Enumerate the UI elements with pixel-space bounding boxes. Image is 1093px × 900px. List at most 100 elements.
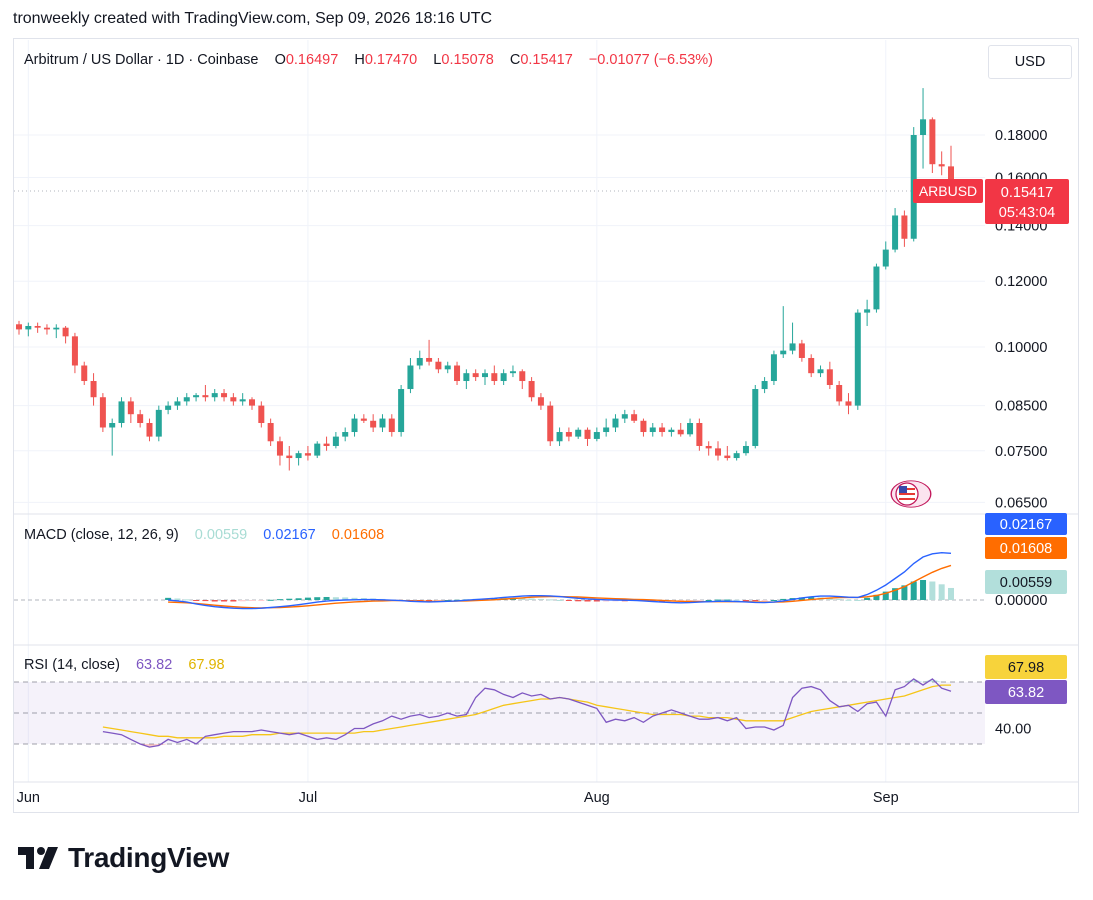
- high-label: H: [354, 52, 365, 68]
- candle-body: [211, 393, 218, 398]
- macd-histogram-bar: [920, 580, 927, 600]
- macd-histogram-bar: [323, 596, 330, 600]
- candle-body: [892, 215, 899, 250]
- candle-body: [454, 365, 461, 382]
- candle-body: [547, 405, 554, 442]
- macd-histogram-bar: [239, 600, 246, 602]
- candle-body: [696, 423, 703, 446]
- symbol-name[interactable]: Arbitrum / US Dollar · 1D · Coinbase: [24, 52, 259, 68]
- macd-histogram-bar: [649, 600, 656, 602]
- macd-value-badge: 0.02167: [985, 513, 1067, 535]
- candle-body: [379, 418, 386, 428]
- macd-title[interactable]: MACD (close, 12, 26, 9): [24, 527, 179, 543]
- macd-histogram-bar: [351, 597, 358, 600]
- candles-layer: [16, 88, 954, 471]
- candle-body: [249, 399, 255, 406]
- macd-histogram-bar: [836, 598, 843, 600]
- candle-body: [798, 343, 805, 358]
- candle-body: [948, 166, 954, 191]
- macd-histogram-bar: [286, 598, 293, 600]
- macd-histogram-bar: [258, 600, 265, 601]
- currency-button[interactable]: USD: [988, 45, 1072, 79]
- candle-body: [388, 418, 395, 433]
- candle-body: [482, 373, 488, 378]
- brand-name: TradingView: [68, 842, 230, 873]
- macd-histogram-bar: [854, 600, 861, 601]
- time-tick-label: Jul: [299, 790, 318, 806]
- macd-histogram-bar: [267, 599, 274, 601]
- rsi-ma-value: 67.98: [188, 657, 225, 673]
- macd-histogram-bar: [864, 597, 871, 600]
- candle-body: [715, 448, 721, 456]
- candle-body: [323, 443, 330, 446]
- macd-line: [168, 551, 952, 610]
- macd-histogram-bar: [295, 598, 302, 600]
- candle-body: [53, 327, 60, 330]
- macd-histogram-bar: [537, 598, 544, 600]
- macd-histogram-bar: [882, 591, 889, 600]
- candle-body: [631, 414, 638, 421]
- candle-body: [342, 432, 349, 437]
- candle-body: [267, 423, 274, 442]
- candle-body: [565, 432, 572, 437]
- candle-body: [202, 395, 209, 398]
- tradingview-logo[interactable]: TradingView: [18, 842, 229, 874]
- candle-body: [174, 401, 181, 406]
- rsi-ma-value-badge: 67.98: [985, 655, 1067, 679]
- candle-body: [193, 395, 200, 398]
- macd-histogram-bar: [193, 600, 200, 601]
- candle-body: [882, 249, 889, 267]
- candle-body: [43, 327, 50, 330]
- macd-histogram-bar: [221, 600, 228, 602]
- candle-body: [295, 453, 302, 459]
- candle-body: [668, 429, 675, 433]
- macd-histogram-bar: [901, 585, 908, 600]
- macd-histogram-bar: [342, 597, 349, 600]
- macd-histogram-bar: [826, 598, 833, 600]
- high-value: 0.17470: [364, 52, 418, 68]
- candle-body: [612, 418, 619, 428]
- macd-histogram-bar: [332, 597, 339, 600]
- rsi-line-value: 63.82: [135, 657, 173, 673]
- us-flag-event-icon[interactable]: [890, 480, 932, 508]
- candle-body: [360, 418, 367, 421]
- rsi-legend[interactable]: RSI (14, close) 63.82 67.98: [24, 657, 225, 673]
- macd-histogram-bar: [715, 599, 721, 601]
- rsi-layer: [102, 678, 952, 748]
- macd-histogram-bar: [174, 598, 181, 600]
- candle-body: [90, 381, 97, 398]
- price-tick-label: 0.06500: [995, 495, 1047, 511]
- macd-histogram-bar: [892, 588, 899, 600]
- macd-legend[interactable]: MACD (close, 12, 26, 9) 0.00559 0.02167 …: [24, 527, 384, 543]
- candle-body: [137, 414, 144, 424]
- price-tick-label: 0.12000: [995, 274, 1047, 290]
- candle-body: [528, 381, 535, 398]
- macd-histogram-bar: [202, 600, 209, 602]
- price-tick-label: 0.07500: [995, 444, 1047, 460]
- macd-histogram-bar: [724, 599, 731, 601]
- rsi-title[interactable]: RSI (14, close): [24, 657, 120, 673]
- candle-body: [854, 312, 861, 406]
- macd-histogram-bar: [687, 600, 694, 602]
- signal-line: [168, 564, 952, 609]
- candle-body: [938, 164, 945, 167]
- macd-hist-value: 0.00559: [194, 527, 248, 543]
- candle-body: [332, 436, 339, 446]
- symbol-legend[interactable]: Arbitrum / US Dollar · 1D · Coinbase O0.…: [24, 52, 713, 68]
- candle-body: [221, 393, 228, 398]
- macd-histogram-bar: [873, 594, 880, 600]
- candle-body: [808, 357, 815, 374]
- candle-body: [426, 357, 433, 362]
- candle-body: [509, 371, 516, 374]
- candle-body: [603, 427, 610, 433]
- signal-badge-text: 0.01608: [1000, 541, 1052, 557]
- candle-body: [761, 381, 768, 390]
- chart-frame[interactable]: [13, 38, 1079, 813]
- candle-body: [155, 409, 162, 437]
- candle-body: [491, 373, 498, 382]
- macd-histogram-bar: [565, 600, 572, 601]
- candle-body: [556, 432, 563, 442]
- low-label: L: [433, 52, 442, 68]
- candle-body: [920, 119, 927, 135]
